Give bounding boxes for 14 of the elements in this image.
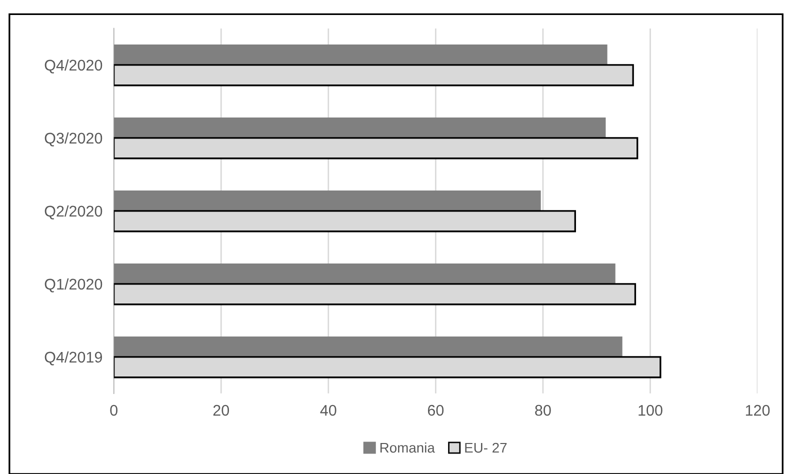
- x-tick-label: 100: [638, 404, 662, 416]
- y-tick-label: Q1/2020: [44, 278, 102, 292]
- x-tick-label: 120: [746, 404, 770, 416]
- x-tick-label: 60: [428, 404, 444, 416]
- x-tick-label: 80: [535, 404, 551, 416]
- y-tick-label: Q2/2020: [44, 205, 102, 220]
- y-tick-label: Q4/2019: [44, 351, 102, 366]
- legend-label: Romania: [380, 442, 435, 453]
- x-tick-label: 0: [110, 404, 118, 416]
- y-tick-label: Q4/2020: [44, 59, 102, 74]
- x-tick-label: 40: [320, 404, 336, 416]
- legend-label: EU- 27: [465, 442, 507, 453]
- x-tick-label: 20: [213, 404, 230, 416]
- y-tick-label: Q3/2020: [44, 132, 102, 146]
